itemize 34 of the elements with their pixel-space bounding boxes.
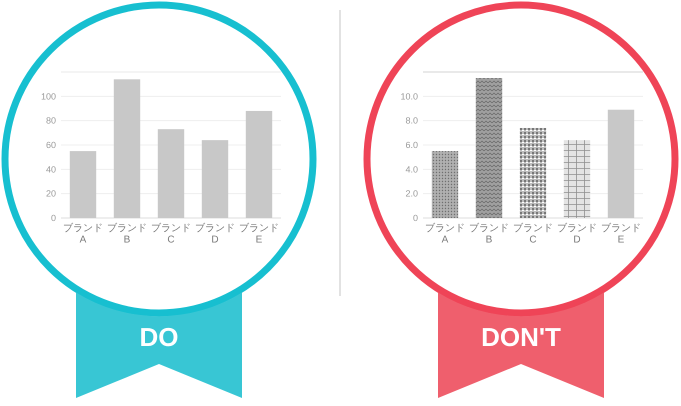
bar <box>476 78 502 218</box>
bar <box>70 151 96 218</box>
x-tick-label: ブランドA <box>425 222 465 246</box>
x-tick-label: ブランドB <box>107 222 147 246</box>
y-tick-label: 2.0 <box>405 188 418 199</box>
y-tick-label: 100 <box>40 91 56 102</box>
y-tick-label: 20 <box>46 188 56 199</box>
bar <box>432 151 458 218</box>
y-tick-label: 4.0 <box>405 164 418 174</box>
x-tick-label: ブランドE <box>239 222 279 246</box>
x-tick-label: ブランドC <box>151 222 191 246</box>
y-tick-label: 10.0 <box>400 91 418 102</box>
x-tick-label: ブランドA <box>63 222 103 246</box>
text: DON'T <box>481 322 562 352</box>
y-tick-label: 6.0 <box>405 140 418 150</box>
bar <box>114 79 140 218</box>
x-tick-label: ブランドE <box>601 222 641 246</box>
y-tick-label: 8.0 <box>405 116 418 126</box>
y-tick-label: 60 <box>46 140 56 150</box>
x-tick-label: ブランドC <box>513 222 553 246</box>
y-tick-label: 40 <box>46 164 56 174</box>
bar <box>564 140 590 218</box>
x-tick-label: ブランドD <box>195 222 235 246</box>
bar <box>246 110 272 218</box>
text: DO <box>140 322 178 352</box>
x-tick-label: ブランドB <box>469 222 509 246</box>
x-tick-label: ブランドD <box>557 222 597 246</box>
bar <box>520 128 546 218</box>
y-tick-label: 0 <box>50 213 56 223</box>
bar <box>158 129 184 218</box>
bar <box>608 110 634 218</box>
y-tick-label: 80 <box>46 116 56 126</box>
bar <box>202 140 228 218</box>
y-tick-label: 0 <box>412 213 418 223</box>
